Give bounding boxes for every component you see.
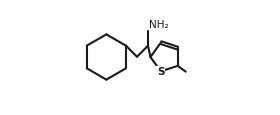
Text: S: S xyxy=(157,67,165,77)
Text: NH₂: NH₂ xyxy=(149,20,168,30)
